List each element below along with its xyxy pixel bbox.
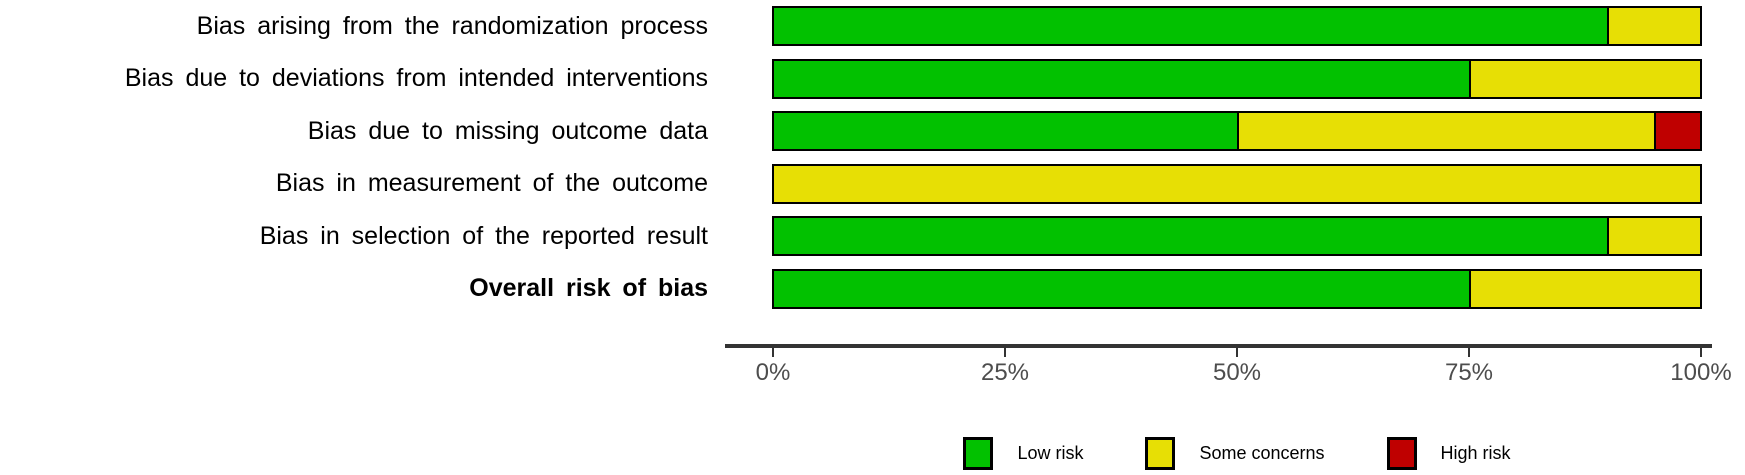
row-label: Bias due to missing outcome data xyxy=(307,116,708,145)
bar-segment-low-risk xyxy=(774,113,1237,150)
stacked-bar xyxy=(772,163,1702,204)
legend-label: Some concerns xyxy=(1199,443,1325,463)
bar-segment-low-risk xyxy=(774,8,1608,45)
chart-row: Bias arising from the randomization proc… xyxy=(0,0,1702,53)
stacked-bar xyxy=(772,268,1702,309)
chart-row: Bias in measurement of the outcome xyxy=(0,158,1702,211)
row-label: Bias due to deviations from intended int… xyxy=(124,64,708,93)
row-label: Bias arising from the randomization proc… xyxy=(196,11,708,40)
chart-row: Bias due to missing outcome data xyxy=(0,105,1702,158)
bar-segment-high-risk xyxy=(1653,113,1700,150)
x-tick-label: 0% xyxy=(755,359,791,386)
bar-segment-some-concerns xyxy=(1468,60,1700,97)
bar-segment-low-risk xyxy=(774,218,1608,255)
stacked-bar xyxy=(772,58,1702,99)
x-tick-mark xyxy=(1700,348,1702,357)
legend-item-some-concerns: Some concerns xyxy=(1145,437,1325,470)
chart-row: Bias due to deviations from intended int… xyxy=(0,53,1702,106)
legend-swatch-low-risk xyxy=(963,437,994,470)
legend-label: Low risk xyxy=(1017,443,1084,463)
bar-segment-some-concerns xyxy=(1607,218,1700,255)
x-tick-mark xyxy=(1004,348,1006,357)
bar-segment-low-risk xyxy=(774,60,1469,97)
bar-segment-some-concerns xyxy=(1607,8,1700,45)
stacked-bar xyxy=(772,6,1702,47)
row-label: Bias in selection of the reported result xyxy=(259,221,708,250)
row-label: Overall risk of bias xyxy=(469,274,708,303)
legend: Low risk Some concerns High risk xyxy=(772,437,1702,470)
chart-row: Bias in selection of the reported result xyxy=(0,210,1702,263)
x-axis: 0% 25% 50% 75% 100% xyxy=(756,348,1732,398)
legend-item-low-risk: Low risk xyxy=(963,437,1083,470)
bar-segment-some-concerns xyxy=(774,165,1700,202)
bar-segment-some-concerns xyxy=(1468,270,1700,307)
x-tick-label: 75% xyxy=(1444,359,1494,386)
x-tick-label: 100% xyxy=(1670,359,1732,386)
bar-segment-some-concerns xyxy=(1237,113,1654,150)
legend-swatch-high-risk xyxy=(1386,437,1417,470)
x-tick-mark xyxy=(1236,348,1238,357)
chart-row: Overall risk of bias xyxy=(0,263,1702,316)
x-axis-line xyxy=(725,344,1712,348)
x-tick-label: 50% xyxy=(1212,359,1262,386)
legend-item-high-risk: High risk xyxy=(1386,437,1511,470)
bar-segment-low-risk xyxy=(774,270,1469,307)
row-label: Bias in measurement of the outcome xyxy=(275,169,708,198)
bars-area: Bias arising from the randomization proc… xyxy=(0,0,1702,316)
x-tick-mark xyxy=(1468,348,1470,357)
x-tick-label: 25% xyxy=(980,359,1030,386)
stacked-bar xyxy=(772,216,1702,257)
legend-swatch-some-concerns xyxy=(1145,437,1176,470)
legend-label: High risk xyxy=(1440,443,1511,463)
stacked-bar xyxy=(772,111,1702,152)
x-tick-mark xyxy=(772,348,774,357)
